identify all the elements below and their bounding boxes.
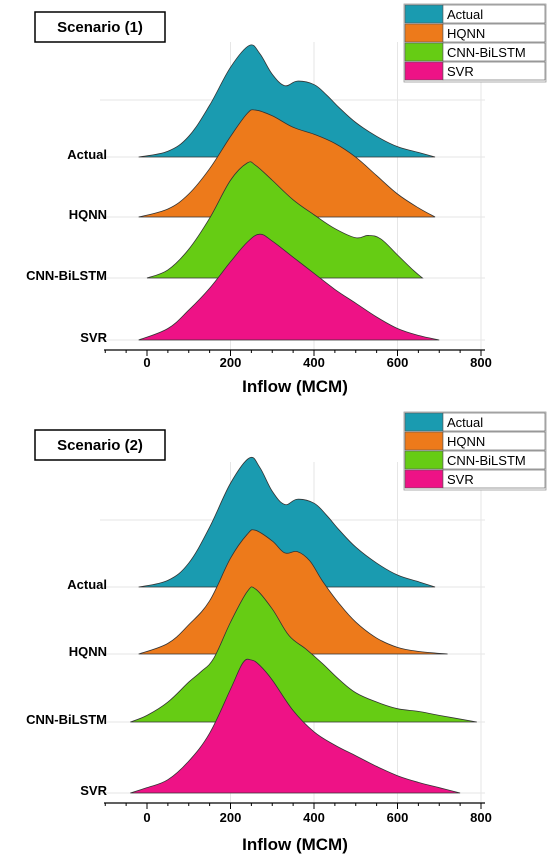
legend-label-hqnn: HQNN [447,434,485,449]
x-tick-label: 400 [303,810,325,825]
legend-swatch-actual [404,4,444,24]
x-tick-label: 800 [470,355,492,370]
ridge-cnn-bilstm [130,586,477,723]
legend-swatch-cnn-bilstm [404,450,444,470]
ridge-actual [138,456,436,588]
row-label-svr: SVR [80,330,107,345]
legend-cell [442,431,546,451]
ridge-cnn-bilstm [146,161,424,279]
scenario-box [34,429,166,461]
x-tick-label: 600 [387,810,409,825]
legend-cell [442,42,546,62]
legend-cell [442,412,546,432]
legend-swatch-svr [404,469,444,489]
legend-swatch-hqnn [404,431,444,451]
legend-cell [442,23,546,43]
x-tick-label: 0 [143,810,150,825]
row-label-cnn-bilstm: CNN-BiLSTM [26,268,107,283]
scenario-label: Scenario (1) [57,19,143,36]
x-tick-label: 200 [220,355,242,370]
legend-swatch-svr [404,61,444,81]
legend-label-actual: Actual [447,415,483,430]
ridge-actual [138,44,436,158]
x-tick-label: 0 [143,355,150,370]
row-label-actual: Actual [67,577,107,592]
ridge-svr [130,658,461,794]
legend-cell [442,4,546,24]
x-tick-label: 200 [220,810,242,825]
legend-label-svr: SVR [447,472,474,487]
chart-panel-2: Scenario (2) Actual HQNN CNN-BiLSTM SVR 0 200 4… [26,411,547,854]
legend-label-actual: Actual [447,7,483,22]
row-label-actual: Actual [67,147,107,162]
ridge-svr [138,233,440,341]
x-axis: 0 200 400 600 800 Inflow (MCM) [104,802,492,854]
scenario-box [34,11,166,43]
legend-swatch-cnn-bilstm [404,42,444,62]
legend-cell [442,61,546,81]
row-label-hqnn: HQNN [69,644,107,659]
x-axis: 0 200 400 600 800 Inflow (MCM) [104,349,492,396]
x-axis-title: Inflow (MCM) [242,377,348,396]
legend-label-svr: SVR [447,64,474,79]
legend-label-cnn-bilstm: CNN-BiLSTM [447,453,526,468]
legend-cell [442,469,546,489]
ridge-hqnn [138,109,436,218]
chart-panel-1: Scenario (1) Actual HQNN CNN-BiLSTM SVR 0 200 4… [26,3,547,396]
legend: Actual HQNN CNN-BiLSTM SVR [403,3,547,83]
row-label-svr: SVR [80,783,107,798]
x-tick-label: 400 [303,355,325,370]
legend-cell [442,450,546,470]
scenario-label: Scenario (2) [57,437,143,454]
row-label-cnn-bilstm: CNN-BiLSTM [26,712,107,727]
row-label-hqnn: HQNN [69,207,107,222]
legend-label-cnn-bilstm: CNN-BiLSTM [447,45,526,60]
x-tick-label: 800 [470,810,492,825]
ridge-hqnn [138,529,448,655]
legend-swatch-actual [404,412,444,432]
legend-swatch-hqnn [404,23,444,43]
x-axis-title: Inflow (MCM) [242,835,348,854]
legend: Actual HQNN CNN-BiLSTM SVR [403,411,547,491]
x-tick-label: 600 [387,355,409,370]
legend-label-hqnn: HQNN [447,26,485,41]
